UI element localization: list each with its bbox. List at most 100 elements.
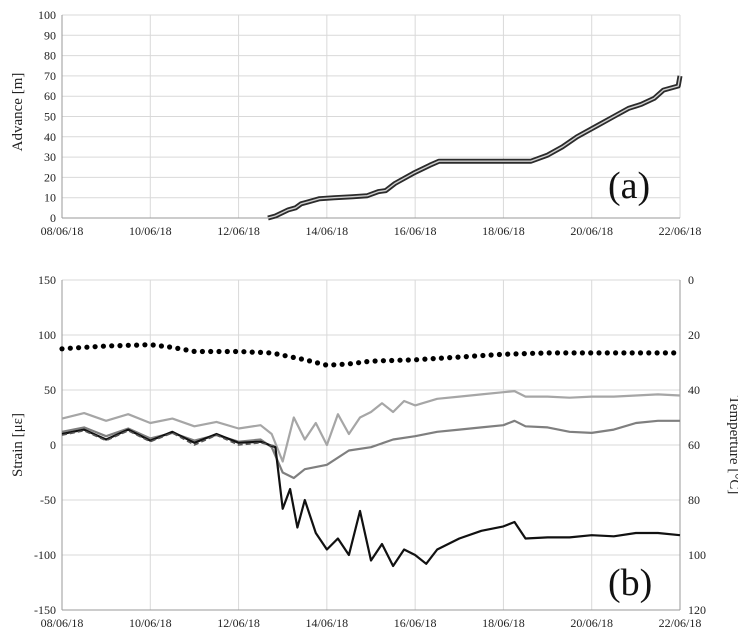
panel-b-x-tick-labels: 08/06/18 10/06/18 12/06/18 14/06/18 16/06/18… (41, 616, 702, 630)
temperature-point (613, 350, 619, 356)
temperature-point (521, 351, 527, 357)
temperature-point (199, 348, 205, 355)
temperature-point (447, 355, 453, 361)
temperature-point (430, 356, 436, 362)
y2-tick-label: 40 (688, 383, 700, 397)
y2-tick-label: 100 (688, 548, 706, 562)
temperature-series (59, 342, 677, 368)
advance-series-line-inner (267, 75, 681, 219)
temperature-point (216, 348, 222, 355)
temperature-point (513, 351, 519, 357)
x-tick-label: 12/06/18 (217, 224, 260, 238)
temperature-point (208, 348, 214, 355)
temperature-point (414, 357, 420, 363)
temperature-point (654, 350, 660, 356)
y-tick-label: -150 (34, 603, 56, 617)
x-tick-label: 18/06/18 (482, 616, 525, 630)
y-tick-label: 90 (44, 28, 56, 42)
panel-b-grid (61, 279, 681, 611)
panel-a: 0 10 20 30 40 50 60 70 80 90 100 08/06/18 10/06/18 1… (10, 8, 701, 238)
temperature-point (59, 346, 65, 352)
y-tick-label: 100 (38, 8, 56, 22)
panel-a-grid (61, 14, 681, 219)
temperature-point (150, 342, 156, 348)
temperature-point (662, 350, 669, 356)
x-tick-label: 12/06/18 (217, 616, 260, 630)
temperature-point (480, 352, 486, 359)
y2-tick-label: 20 (688, 328, 700, 342)
temperature-point (306, 358, 313, 364)
panel-b-y-tick-labels: -150 -100 -50 0 50 100 150 (34, 273, 56, 617)
temperature-point (538, 350, 544, 356)
panel-b: -150 -100 -50 0 50 100 150 0 20 40 60 80 100 120 08/… (10, 273, 738, 630)
panel-b-tag: (b) (608, 562, 652, 604)
temperature-point (356, 360, 362, 366)
y-tick-label: 0 (50, 211, 56, 225)
x-tick-label: 08/06/18 (41, 224, 84, 238)
panel-a-x-tick-labels: 08/06/18 10/06/18 12/06/18 14/06/18 16/06/18… (41, 224, 702, 238)
x-tick-label: 14/06/18 (306, 616, 349, 630)
temperature-point (298, 356, 304, 362)
temperature-point (117, 343, 123, 349)
temperature-point (488, 352, 494, 358)
temperature-point (571, 350, 577, 356)
temperature-point (158, 343, 164, 349)
temperature-point (175, 345, 181, 351)
temperature-point (233, 348, 239, 355)
y-tick-label: 150 (38, 273, 56, 287)
temperature-point (397, 357, 403, 363)
temperature-point (422, 356, 428, 362)
temperature-point (167, 344, 173, 350)
y2-tick-label: 0 (688, 273, 694, 287)
temperature-point (266, 350, 272, 356)
y-tick-label: 20 (44, 170, 56, 184)
y-tick-label: -50 (40, 493, 56, 507)
temperature-point (671, 350, 677, 356)
temperature-point (125, 342, 131, 348)
temperature-point (257, 349, 264, 355)
y-tick-label: 30 (44, 150, 56, 164)
y-tick-label: 70 (44, 69, 56, 83)
panel-a-y-tick-labels: 0 10 20 30 40 50 60 70 80 90 100 (38, 8, 56, 225)
y-tick-label: 100 (38, 328, 56, 342)
x-tick-label: 22/06/18 (659, 224, 702, 238)
temperature-point (637, 350, 644, 356)
panel-b-series (59, 342, 681, 568)
temperature-point (496, 351, 502, 358)
y-tick-label: 50 (44, 383, 56, 397)
panel-b-y2-tick-labels: 0 20 40 60 80 100 120 (688, 273, 706, 617)
temperature-point (546, 350, 552, 356)
temperature-point (282, 353, 288, 359)
x-tick-label: 18/06/18 (482, 224, 525, 238)
temperature-point (183, 347, 189, 353)
temperature-point (191, 348, 197, 354)
temperature-point (290, 354, 296, 360)
temperature-point (134, 342, 140, 348)
x-tick-label: 08/06/18 (41, 616, 84, 630)
temperature-point (347, 361, 353, 367)
strain-series-dashed (61, 429, 276, 447)
temperature-point (100, 343, 106, 349)
temperature-point (142, 342, 148, 348)
y-tick-label: 10 (44, 191, 56, 205)
strain-series-light-grey (61, 390, 681, 463)
temperature-point (274, 351, 280, 357)
temperature-point (224, 348, 230, 355)
temperature-point (249, 349, 255, 355)
y-tick-label: 50 (44, 110, 56, 124)
temperature-point (563, 350, 569, 356)
x-tick-label: 20/06/18 (570, 224, 613, 238)
temperature-point (579, 350, 586, 356)
x-tick-label: 22/06/18 (659, 616, 702, 630)
temperature-point (588, 350, 594, 356)
panel-a-tag: (a) (608, 165, 650, 207)
strain-series-black (61, 428, 681, 568)
strain-series-mid-grey (61, 419, 680, 480)
temperature-point (604, 350, 610, 356)
temperature-point (629, 350, 635, 356)
temperature-point (67, 345, 73, 351)
y-tick-label: 40 (44, 130, 56, 144)
temperature-point (463, 354, 469, 360)
temperature-point (76, 345, 82, 351)
